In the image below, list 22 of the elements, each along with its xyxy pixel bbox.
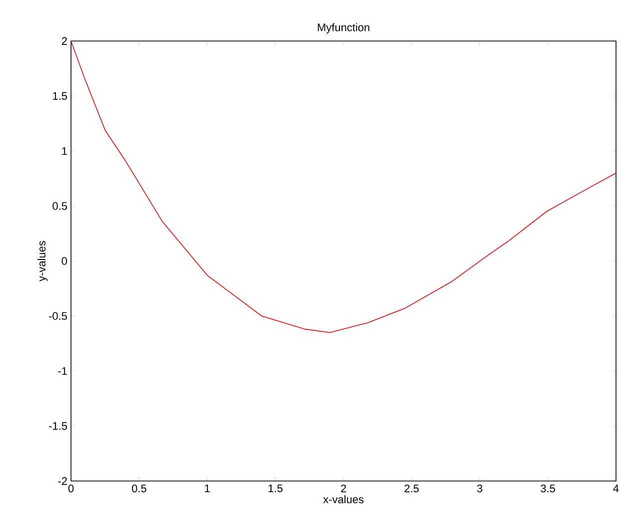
y-tick-label: 1 bbox=[62, 147, 67, 155]
x-tick-label: 1.5 bbox=[268, 484, 283, 492]
y-tick-label: -1.5 bbox=[49, 422, 67, 430]
x-tick-label: 1 bbox=[205, 484, 210, 492]
x-tick-label: 2 bbox=[341, 484, 346, 492]
y-tick-label: 0 bbox=[62, 257, 67, 265]
x-tick-label: 0 bbox=[68, 484, 74, 492]
y-tick-label: 2 bbox=[62, 37, 67, 45]
x-tick-label: 0.5 bbox=[132, 484, 146, 492]
y-tick-label: -2 bbox=[58, 477, 67, 485]
x-axis-title: x-values bbox=[323, 495, 364, 504]
chart-title: Myfunction bbox=[318, 23, 370, 34]
x-tick-label: 4 bbox=[613, 484, 619, 492]
y-tick-label: 0.5 bbox=[52, 202, 67, 210]
line-series bbox=[71, 41, 616, 333]
y-tick-label: -0.5 bbox=[49, 312, 67, 320]
x-tick-label: 2.5 bbox=[404, 484, 419, 492]
y-axis-title: y-values bbox=[37, 241, 48, 282]
x-tick-label: 3 bbox=[477, 484, 482, 492]
x-tick-label: 3.5 bbox=[540, 484, 556, 492]
y-tick-label: -1 bbox=[58, 367, 67, 375]
y-tick-label: 1.5 bbox=[53, 92, 67, 100]
